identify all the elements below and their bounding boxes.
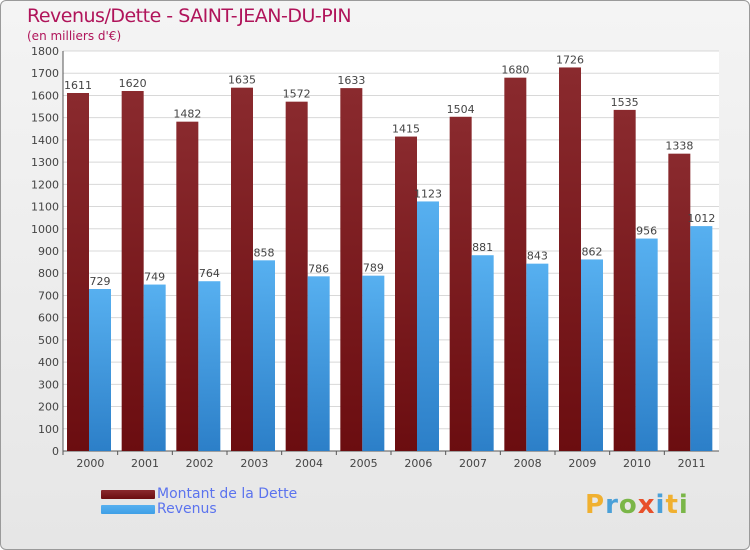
x-tick-label: 2004 [295,457,323,470]
data-label-revenus-2009: 862 [582,245,603,258]
data-label-dette-2007: 1504 [447,103,475,116]
bar-dette-2008 [504,77,527,452]
x-tick-label: 2005 [350,457,378,470]
y-tick-label: 1300 [31,156,59,169]
y-tick-label: 100 [38,423,59,436]
bar-dette-2000 [67,93,89,451]
data-label-dette-2004: 1572 [283,88,311,101]
bar-revenus-2000 [89,289,111,451]
data-label-dette-2003: 1635 [228,74,256,87]
x-tick-label: 2000 [76,457,104,470]
data-label-revenus-2000: 729 [90,275,111,288]
bar-revenus-2008 [526,263,549,451]
data-label-revenus-2003: 858 [254,246,275,259]
x-tick-label: 2011 [678,457,706,470]
bar-dette-2004 [285,101,308,452]
data-label-revenus-2005: 789 [363,262,384,275]
bar-dette-2009 [559,67,581,451]
legend-label-revenus: Revenus [157,501,217,517]
data-label-dette-2011: 1338 [665,140,693,153]
data-label-revenus-2007: 881 [472,241,493,254]
legend-label-dette: Montant de la Dette [157,486,298,502]
y-tick-label: 300 [38,378,59,391]
y-tick-label: 900 [38,245,59,258]
data-label-revenus-2002: 764 [199,267,220,280]
y-tick-label: 1100 [31,201,59,214]
proxiti-logo: Proxiti [585,490,689,520]
data-label-dette-2000: 1611 [64,79,92,92]
x-tick-label: 2010 [623,457,651,470]
y-tick-label: 1600 [31,89,59,102]
bar-dette-2011 [668,153,691,451]
bar-dette-2007 [449,116,472,452]
data-label-revenus-2004: 786 [308,262,329,275]
bar-revenus-2001 [143,284,166,451]
bar-revenus-2006 [417,201,439,451]
y-tick-label: 200 [38,401,59,414]
x-tick-label: 2006 [404,457,432,470]
chart-subtitle: (en milliers d'€) [27,29,122,43]
y-tick-label: 500 [38,334,59,347]
legend-swatch-revenus [101,505,155,514]
bar-revenus-2011 [690,226,713,451]
data-label-revenus-2011: 1012 [687,212,715,225]
bar-dette-2005 [340,88,363,451]
data-label-dette-2008: 1680 [501,64,529,77]
x-tick-label: 2001 [131,457,159,470]
y-tick-label: 800 [38,267,59,280]
bar-revenus-2002 [198,281,221,451]
bar-revenus-2004 [307,276,330,451]
x-tick-label: 2002 [186,457,214,470]
y-tick-label: 700 [38,289,59,302]
bar-revenus-2010 [635,238,658,451]
y-tick-label: 0 [52,445,59,458]
y-tick-label: 400 [38,356,59,369]
data-label-dette-2001: 1620 [119,77,147,90]
data-label-dette-2009: 1726 [556,53,584,66]
data-label-dette-2006: 1415 [392,123,420,136]
bar-dette-2001 [121,91,144,451]
bar-revenus-2009 [581,259,603,451]
data-label-dette-2005: 1633 [337,74,365,87]
x-tick-label: 2009 [568,457,596,470]
bar-dette-2003 [231,87,253,452]
data-label-revenus-2006: 1123 [414,187,442,200]
x-tick-label: 2008 [514,457,542,470]
bar-revenus-2005 [362,275,385,451]
data-label-revenus-2001: 749 [144,271,165,284]
legend-swatch-dette [101,490,155,499]
data-label-revenus-2008: 843 [527,250,548,263]
chart-title: Revenus/Dette - SAINT-JEAN-DU-PIN [27,5,352,27]
y-tick-label: 1000 [31,223,59,236]
bar-revenus-2003 [253,260,275,451]
data-label-dette-2002: 1482 [173,108,201,121]
bar-dette-2010 [613,109,636,451]
y-tick-label: 1500 [31,112,59,125]
data-label-dette-2010: 1535 [611,96,639,109]
data-label-revenus-2010: 956 [636,225,657,238]
bar-dette-2006 [395,136,417,452]
y-tick-label: 1400 [31,134,59,147]
bar-dette-2002 [176,121,199,452]
x-tick-label: 2003 [240,457,268,470]
y-tick-label: 1800 [31,45,59,58]
x-tick-label: 2007 [459,457,487,470]
y-tick-label: 1700 [31,67,59,80]
bar-revenus-2007 [471,255,494,451]
y-tick-label: 600 [38,312,59,325]
y-tick-label: 1200 [31,178,59,191]
